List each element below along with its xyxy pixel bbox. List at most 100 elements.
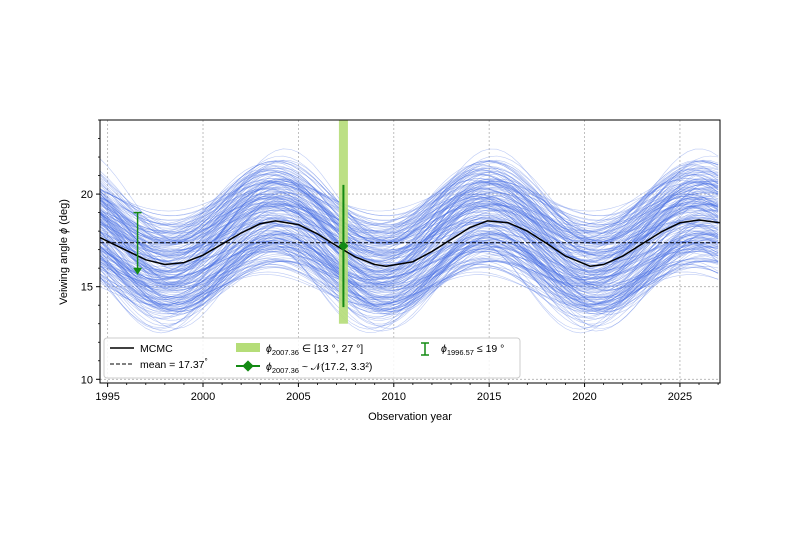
mcmc-sample-curve — [100, 174, 719, 264]
mcmc-sample-curve — [100, 240, 719, 300]
mcmc-sample-curve — [100, 180, 719, 217]
mcmc-sample-curve — [100, 165, 719, 244]
mcmc-sample-curve — [100, 201, 719, 244]
mcmc-sample-curve — [100, 247, 719, 292]
mcmc-sample-curve — [100, 225, 719, 308]
x-tick-label: 2015 — [477, 391, 501, 403]
mcmc-sample-curve — [100, 224, 719, 254]
mcmc-sample-curve — [100, 205, 719, 262]
mcmc-sample-curve — [100, 188, 719, 245]
mcmc-sample-curve — [100, 196, 719, 233]
mcmc-sample-curve — [100, 204, 719, 293]
mcmc-sample-curve — [100, 160, 719, 235]
mcmc-sample-curve — [100, 263, 719, 317]
mcmc-sample-curve — [100, 241, 719, 277]
mcmc-sample-curve — [100, 174, 719, 262]
mcmc-sample-curve — [100, 170, 719, 241]
mcmc-sample-curve — [100, 248, 719, 281]
mcmc-sample-curve — [100, 230, 719, 285]
mcmc-sample-curve — [100, 259, 719, 289]
mcmc-sample-curve — [100, 209, 719, 271]
mcmc-sample-curve — [100, 204, 719, 260]
mcmc-sample-curve — [100, 246, 719, 298]
legend-swatch-normal-marker — [242, 360, 254, 372]
mcmc-sample-curve — [100, 216, 719, 279]
legend-label-limit-phi: ϕ — [441, 343, 447, 355]
upper-limit-arrowhead — [133, 267, 143, 275]
mcmc-sample-curve — [100, 237, 719, 284]
mcmc-sample-curve — [100, 201, 719, 246]
mcmc-sample-curve — [100, 216, 719, 260]
mcmc-sample-curve — [100, 258, 719, 288]
mcmc-sample-curve — [100, 197, 719, 275]
mcmc-sample-curve — [100, 251, 719, 285]
mcmc-sample-curve — [100, 178, 719, 240]
mcmc-sample-curve — [100, 253, 719, 291]
mcmc-sample-curve — [100, 162, 719, 234]
legend-label-interval: ϕ2007.36 ∈ [13 °, 27 °] — [266, 343, 363, 357]
mcmc-sample-curve — [100, 260, 719, 312]
mcmc-sample-curve — [100, 274, 719, 306]
legend: MCMC mean = 17.37° ϕ2007.36 ∈ [13 °, 27 … — [103, 337, 521, 379]
mcmc-sample-curve — [100, 198, 719, 274]
mcmc-sample-curve — [100, 180, 719, 216]
mcmc-sample-curve — [100, 214, 719, 286]
mcmc-sample-curve — [100, 161, 719, 244]
mcmc-sample-curve — [100, 183, 719, 244]
mcmc-sample-curve — [100, 171, 719, 227]
mcmc-sample-curve — [100, 267, 719, 310]
legend-label-mean-degree: ° — [205, 357, 208, 366]
legend-label-interval-phi: ϕ — [266, 343, 272, 355]
mcmc-sample-curve — [100, 204, 719, 298]
legend-label-mean: mean = 17.37° — [140, 357, 208, 371]
x-tick-label: 2010 — [382, 391, 406, 403]
mcmc-sample-curve — [100, 233, 719, 263]
mcmc-sample-curve — [100, 247, 719, 312]
mcmc-sample-curve — [100, 148, 719, 244]
mcmc-sample-curve — [100, 245, 719, 297]
mcmc-sample-curve — [100, 174, 719, 247]
mcmc-sample-curve — [100, 214, 719, 276]
mcmc-sample-curve — [100, 207, 719, 279]
y-axis-label-prefix: Veiwing angle — [58, 234, 70, 305]
x-tick-label: 2000 — [191, 391, 215, 403]
mcmc-sample-curve — [100, 255, 719, 284]
mcmc-sample-curve — [100, 205, 719, 281]
mcmc-sample-curve — [100, 194, 719, 235]
mcmc-sample-curve — [100, 243, 719, 325]
mcmc-sample-curve — [100, 167, 719, 229]
mcmc-sample-curve — [100, 210, 719, 289]
mcmc-sample-curve — [100, 246, 719, 328]
mcmc-sample-curve — [100, 160, 719, 233]
mcmc-sample-curve — [100, 231, 719, 296]
mcmc-sample-curve — [100, 217, 719, 308]
mcmc-sample-curve — [100, 263, 719, 300]
y-tick-label: 20 — [81, 189, 93, 201]
mcmc-sample-curve — [100, 191, 719, 287]
mcmc-sample-curve — [100, 205, 719, 251]
mcmc-sample-curve — [100, 193, 719, 242]
mcmc-sample-curve — [100, 239, 719, 306]
grid-lines — [100, 120, 720, 383]
legend-label-limit-rest: ≤ 19 ° — [474, 343, 504, 355]
mcmc-sample-curve — [100, 180, 719, 266]
x-tick-label: 1995 — [95, 391, 119, 403]
mcmc-sample-curve — [100, 182, 719, 279]
mcmc-sample-curve — [100, 217, 719, 251]
mcmc-sample-curve — [100, 257, 719, 305]
mcmc-sample-curve — [100, 166, 719, 245]
y-axis-label: Veiwing angle ϕ (deg) — [58, 199, 70, 305]
mcmc-sample-curve — [100, 220, 719, 303]
mcmc-sample-curve — [100, 242, 719, 334]
mcmc-sample-curve — [100, 205, 719, 234]
mcmc-sample-curve — [100, 229, 719, 312]
mcmc-sample-curve — [100, 180, 719, 266]
mcmc-sample-curve — [100, 155, 719, 239]
mcmc-sample-curve — [100, 241, 719, 293]
mcmc-sample-curve — [100, 266, 719, 313]
mcmc-sample-curve — [100, 232, 719, 301]
mcmc-sample-curve — [100, 169, 719, 243]
legend-label-normal-phi: ϕ — [266, 361, 272, 373]
mcmc-sample-curve — [100, 233, 719, 293]
